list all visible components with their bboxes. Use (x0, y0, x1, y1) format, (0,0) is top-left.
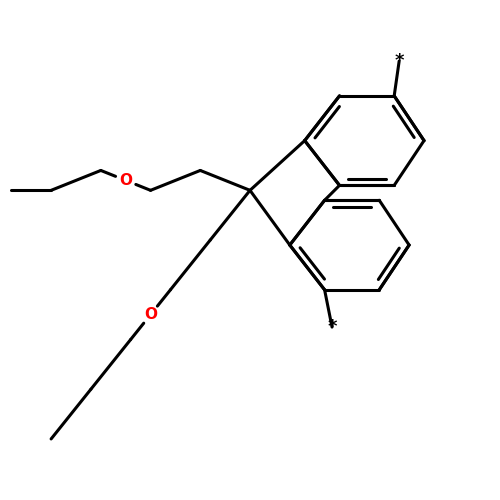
Text: O: O (119, 173, 132, 188)
Text: *: * (394, 52, 404, 70)
Text: *: * (328, 318, 337, 336)
Text: O: O (144, 307, 157, 322)
